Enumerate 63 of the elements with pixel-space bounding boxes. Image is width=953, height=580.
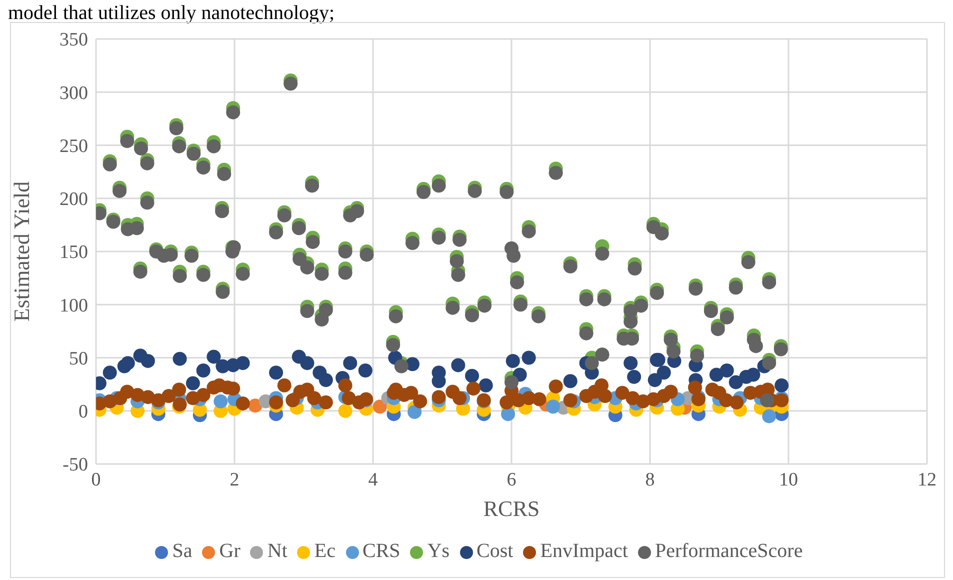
point	[120, 356, 135, 370]
legend-label: CRS	[362, 540, 400, 562]
point	[300, 356, 314, 370]
x-tick-label: 0	[91, 469, 101, 490]
point	[206, 350, 221, 364]
point	[102, 366, 117, 380]
legend-label: EnvImpact	[540, 540, 628, 562]
x-axis-title: RCRS	[483, 496, 540, 521]
point	[506, 354, 520, 368]
y-tick-label: 50	[69, 348, 88, 370]
point	[465, 368, 480, 383]
point	[343, 356, 358, 370]
point	[196, 364, 210, 378]
legend-label: Gr	[219, 540, 240, 562]
point	[214, 394, 228, 408]
y-tick-label: 250	[60, 136, 88, 157]
point	[720, 364, 734, 378]
point	[338, 404, 352, 418]
legend-label: Sa	[172, 540, 192, 562]
point	[762, 409, 776, 424]
point	[563, 374, 578, 388]
text: model that utilizes only nanotechnology;	[8, 2, 335, 25]
point	[656, 366, 671, 380]
point	[372, 400, 387, 414]
legend-label: Cost	[476, 540, 514, 562]
y-tick-label: 100	[60, 295, 88, 316]
y-tick-label: 350	[60, 30, 88, 51]
point	[546, 400, 560, 414]
point	[478, 378, 493, 392]
y-axis-title: Estimated Yield	[8, 181, 34, 322]
legend-label: Nt	[267, 540, 288, 562]
y-tick-label: 200	[60, 189, 88, 210]
legend-label: PerformanceScore	[654, 540, 803, 562]
y-tick-label: 0	[78, 402, 88, 423]
point	[774, 378, 789, 392]
point	[627, 370, 642, 384]
legend-label: Ys	[427, 540, 450, 562]
point	[451, 358, 466, 372]
x-tick-label: 2	[230, 469, 240, 490]
point	[501, 407, 516, 422]
point	[648, 373, 662, 388]
legend-label: Ec	[314, 540, 336, 562]
point	[358, 364, 372, 378]
point	[624, 356, 638, 370]
point	[140, 354, 155, 368]
x-tick-label: 12	[918, 469, 936, 490]
point	[318, 373, 333, 388]
x-tick-label: 10	[779, 469, 798, 490]
point	[405, 357, 420, 372]
point	[269, 366, 284, 380]
x-tick-label: 6	[506, 469, 516, 490]
point	[172, 352, 187, 366]
point	[746, 368, 760, 382]
point	[728, 375, 743, 390]
point	[408, 404, 422, 419]
x-tick-label: 8	[645, 469, 655, 490]
point	[522, 350, 536, 365]
point	[186, 376, 200, 390]
y-tick-label: 300	[60, 82, 88, 104]
point	[236, 356, 250, 370]
y-tick-label: -50	[62, 454, 88, 476]
y-tick-label: 150	[60, 242, 88, 264]
x-tick-label: 4	[368, 469, 378, 490]
